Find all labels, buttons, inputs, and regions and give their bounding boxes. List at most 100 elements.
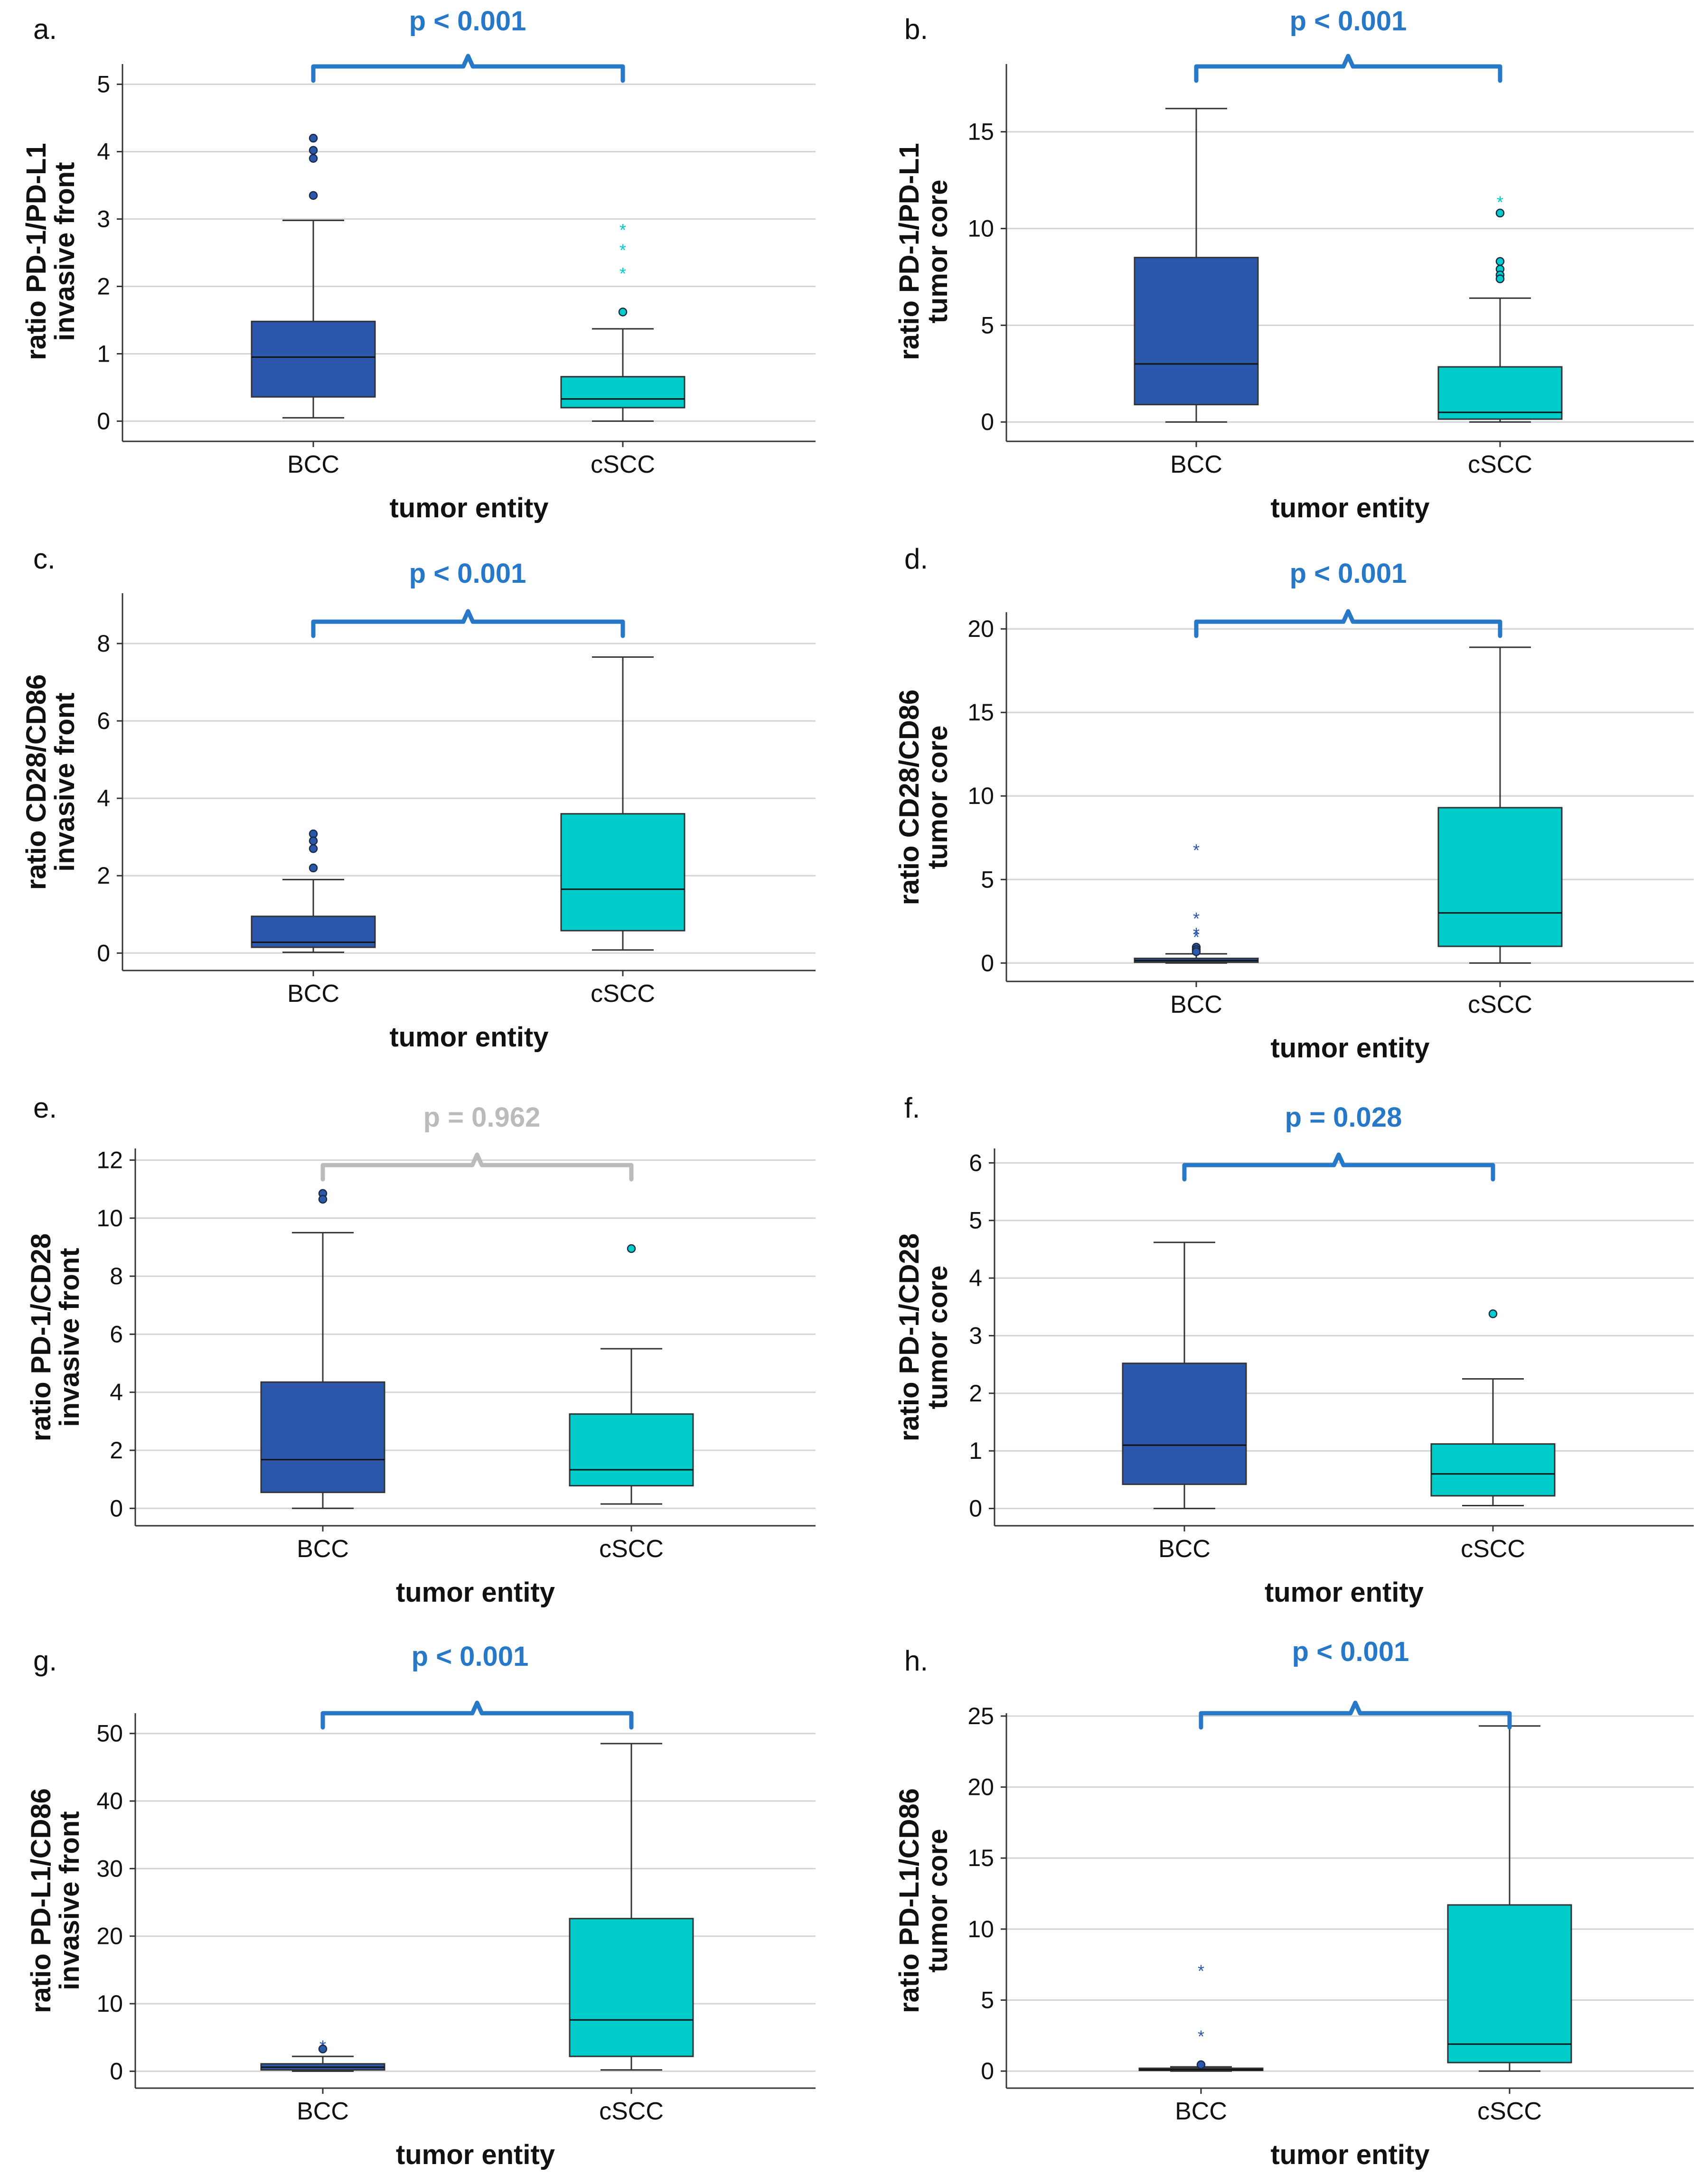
y-tick-label: 5 <box>981 1987 994 2013</box>
iqr-box <box>260 1381 385 1493</box>
y-tick-label: 6 <box>969 1149 982 1176</box>
y-tick-label: 1 <box>97 340 110 367</box>
significance-bracket <box>320 1152 634 1182</box>
y-tick-label: 25 <box>967 1703 994 1729</box>
y-tick-label: 10 <box>96 1205 123 1232</box>
y-tick-label: 0 <box>969 1495 982 1522</box>
y-tick-label: 10 <box>96 1990 123 2017</box>
x-axis-label: tumor entity <box>1270 2139 1429 2170</box>
outlier-marker <box>1495 208 1505 218</box>
p-value-label: p = 0.028 <box>1285 1102 1402 1133</box>
outlier-marker <box>1196 2060 1206 2069</box>
box-bcc <box>260 1189 385 1509</box>
panel-c: c. 0 2 4 6 8 ratio CD28/CD86invasive front BCC c… <box>21 543 816 1053</box>
x-tick-label: BCC <box>1170 451 1222 478</box>
x-axis-label: tumor entity <box>1270 493 1429 523</box>
y-axis-label: ratio PD-1/PD-L1tumor core <box>894 143 953 360</box>
y-axis-label: ratio PD-1/PD-L1invasive front <box>21 143 80 360</box>
y-tick-label: 1 <box>969 1437 982 1464</box>
y-axis-label: ratio PD-1/CD28tumor core <box>894 1233 953 1441</box>
panel-letter: f. <box>904 1092 920 1124</box>
iqr-box <box>251 320 376 398</box>
box-bcc: **** <box>1134 840 1259 964</box>
p-value-label: p = 0.962 <box>423 1102 541 1133</box>
y-tick-label: 0 <box>981 950 994 976</box>
box-cscc <box>569 1743 694 2071</box>
outlier-marker <box>318 2044 328 2053</box>
iqr-box <box>569 1413 694 1487</box>
iqr-box <box>560 813 685 932</box>
y-tick-label: 4 <box>97 785 110 812</box>
y-axis-label: ratio PD-1/CD28invasive front <box>26 1233 85 1441</box>
extreme-outlier-marker: * <box>1193 909 1200 928</box>
iqr-box <box>1122 1363 1247 1485</box>
extreme-outlier-marker: * <box>1198 1961 1204 1981</box>
panel-b: b. 0 5 10 15 ratio PD-1/PD-L1tumor core BCC * cS… <box>894 6 1694 523</box>
outlier-marker <box>1192 947 1201 956</box>
significance-bracket <box>1194 54 1502 83</box>
outlier-marker <box>1488 1309 1498 1318</box>
panel-letter: h. <box>904 1645 928 1677</box>
significance-bracket <box>311 54 625 83</box>
x-tick-label: cSCC <box>1468 451 1532 478</box>
outlier-marker <box>309 836 318 846</box>
x-tick-label: BCC <box>1158 1535 1211 1563</box>
panel-f: f. 0 1 2 3 4 5 6 ratio PD-1/CD28tumor core BCC cSC… <box>894 1092 1694 1608</box>
p-value-label: p < 0.001 <box>1292 1636 1409 1667</box>
y-tick-label: 20 <box>96 1923 123 1950</box>
panel-letter: c. <box>33 543 56 575</box>
x-tick-label: cSCC <box>591 451 655 478</box>
p-value-label: p < 0.001 <box>1290 6 1407 37</box>
y-tick-label: 0 <box>110 2058 123 2084</box>
box-bcc <box>1122 1241 1247 1510</box>
significance-bracket <box>1182 1152 1495 1182</box>
x-tick-label: cSCC <box>591 980 655 1008</box>
y-tick-label: 10 <box>967 1916 994 1942</box>
y-tick-label: 15 <box>967 119 994 145</box>
y-tick-label: 2 <box>969 1380 982 1407</box>
panel-letter: g. <box>33 1645 57 1677</box>
outlier-marker <box>309 191 318 200</box>
p-value-label: p < 0.001 <box>409 558 526 589</box>
extreme-outlier-marker: * <box>1198 2026 1204 2046</box>
y-tick-label: 5 <box>981 312 994 338</box>
iqr-box <box>569 1918 694 2057</box>
extreme-outlier-marker: * <box>619 220 626 240</box>
x-axis-label: tumor entity <box>396 2139 555 2170</box>
iqr-box <box>1437 807 1563 947</box>
iqr-box <box>1447 1904 1572 2063</box>
outlier-marker <box>309 844 318 853</box>
y-tick-label: 6 <box>97 708 110 734</box>
extreme-outlier-marker: * <box>1193 840 1200 860</box>
x-tick-label: cSCC <box>1461 1535 1525 1563</box>
x-tick-label: cSCC <box>1477 2098 1542 2125</box>
box-cscc <box>569 1244 694 1505</box>
iqr-box <box>1430 1443 1556 1497</box>
x-axis-label: tumor entity <box>1270 1033 1429 1064</box>
significance-bracket <box>311 609 625 638</box>
y-tick-label: 15 <box>967 1845 994 1871</box>
outlier-marker <box>1495 274 1505 283</box>
panel-d: d. 0 5 10 15 20 ratio CD28/CD86tumor core **** B… <box>894 543 1694 1064</box>
significance-bracket <box>320 1700 634 1730</box>
y-tick-label: 0 <box>981 409 994 435</box>
y-tick-label: 4 <box>97 139 110 165</box>
outlier-marker <box>618 308 628 317</box>
iqr-box <box>1437 366 1563 420</box>
x-tick-label: cSCC <box>599 1535 664 1563</box>
x-tick-label: cSCC <box>599 2098 664 2125</box>
y-axis-label: ratio CD28/CD86invasive front <box>21 674 80 890</box>
y-tick-label: 0 <box>110 1495 123 1521</box>
box-bcc <box>1134 108 1259 423</box>
y-tick-label: 8 <box>110 1263 123 1289</box>
x-axis-label: tumor entity <box>1265 1577 1424 1608</box>
y-tick-label: 3 <box>97 206 110 233</box>
box-cscc: *** <box>560 220 685 422</box>
y-tick-label: 0 <box>97 408 110 434</box>
x-tick-label: BCC <box>297 1535 349 1563</box>
y-tick-label: 5 <box>969 1207 982 1234</box>
iqr-box <box>1134 257 1259 406</box>
iqr-box <box>560 376 685 409</box>
y-tick-label: 40 <box>96 1788 123 1814</box>
